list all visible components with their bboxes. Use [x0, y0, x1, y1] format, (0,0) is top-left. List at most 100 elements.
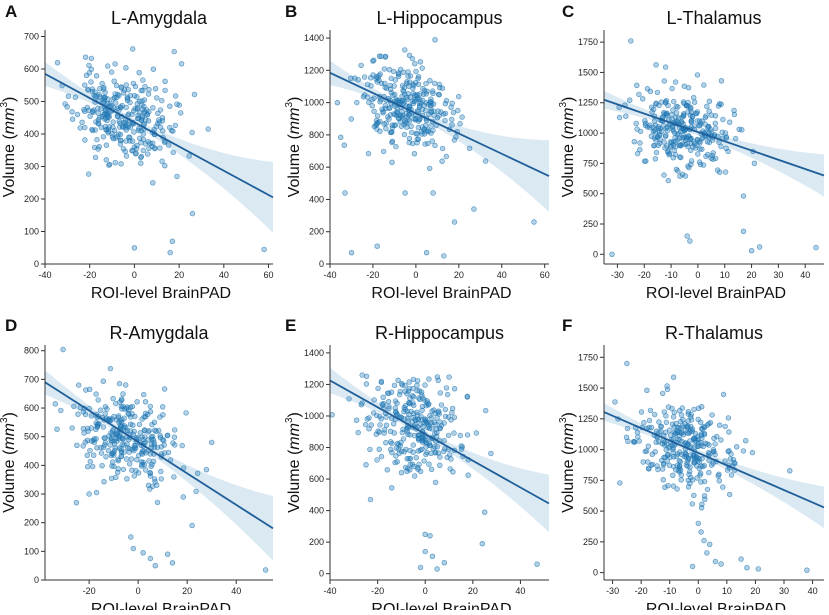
outlier-point	[348, 250, 355, 256]
data-point	[171, 48, 177, 55]
data-point	[399, 382, 405, 388]
data-point	[115, 458, 122, 464]
data-point	[455, 107, 461, 114]
data-point	[406, 135, 413, 142]
y-label-exponent: 3	[284, 102, 295, 108]
data-point	[442, 413, 449, 420]
data-point	[435, 377, 441, 383]
data-point	[118, 403, 125, 410]
data-point	[725, 148, 731, 155]
data-point	[623, 434, 630, 440]
data-point	[388, 389, 395, 395]
x-tick-label: -20	[638, 270, 651, 280]
outlier-point	[740, 228, 747, 235]
data-point	[668, 143, 674, 149]
data-point	[388, 446, 394, 453]
x-tick-label: -20	[371, 586, 384, 596]
data-point	[436, 91, 442, 98]
data-point	[751, 160, 758, 167]
data-point	[112, 61, 118, 67]
data-point	[393, 143, 399, 150]
outlier-point	[471, 206, 477, 212]
data-point	[697, 472, 703, 478]
data-point	[387, 86, 394, 93]
outlier-point	[687, 238, 693, 244]
data-point	[166, 142, 172, 148]
outlier-point	[417, 564, 424, 571]
data-point	[355, 76, 361, 83]
data-point	[378, 53, 384, 59]
data-point	[71, 403, 77, 410]
data-point	[80, 443, 86, 449]
data-point	[414, 140, 420, 146]
outlier-point	[704, 550, 710, 556]
data-point	[84, 452, 91, 458]
data-point	[638, 409, 645, 415]
data-point	[645, 443, 651, 449]
data-point	[726, 119, 733, 125]
data-point	[362, 421, 369, 428]
data-point	[678, 472, 684, 478]
data-point	[116, 118, 123, 125]
data-point	[382, 80, 388, 87]
data-point	[162, 163, 168, 169]
data-point	[131, 473, 138, 479]
data-point	[692, 430, 699, 437]
data-point	[726, 429, 732, 435]
data-point	[648, 462, 654, 468]
data-point	[380, 109, 386, 116]
data-point	[669, 405, 675, 412]
data-point	[681, 100, 687, 107]
panel-f: F R-Thalamus -30 -20 -10 0 10 20 30 40 0 250 500 750 1…	[558, 316, 825, 615]
data-point	[120, 146, 127, 152]
data-point	[682, 137, 689, 144]
data-point	[688, 119, 695, 125]
x-tick-label: 30	[773, 270, 783, 280]
data-point	[670, 374, 677, 380]
data-point	[380, 148, 387, 155]
y-tick-label: 0	[319, 569, 324, 579]
y-tick-label: 200	[309, 227, 324, 237]
panel-letter: B	[285, 2, 297, 21]
data-point	[392, 459, 398, 466]
data-point	[360, 94, 367, 100]
data-point	[718, 437, 724, 443]
data-point	[633, 120, 639, 127]
outlier-point	[205, 126, 211, 132]
data-point	[672, 79, 679, 85]
data-point	[129, 148, 135, 154]
data-point	[641, 158, 648, 164]
data-point	[138, 459, 145, 465]
outlier-point	[422, 548, 428, 555]
y-tick-label: 1250	[578, 414, 598, 424]
data-point	[150, 180, 156, 186]
y-tick-label: 500	[583, 506, 598, 516]
data-point	[653, 439, 659, 445]
y-label-prefix: Volume (	[560, 449, 577, 513]
data-point	[634, 429, 641, 436]
data-point	[682, 173, 689, 179]
data-point	[648, 133, 655, 139]
data-point	[382, 102, 388, 109]
y-tick-label: 700	[24, 374, 39, 384]
outlier-point	[479, 540, 485, 547]
panel-letter: D	[5, 316, 17, 335]
data-point	[410, 85, 416, 91]
data-point	[623, 113, 629, 119]
data-point	[95, 397, 101, 403]
data-point	[377, 98, 383, 105]
data-point	[118, 453, 125, 460]
data-point	[124, 427, 131, 434]
outlier-point	[427, 533, 433, 539]
outlier-point	[169, 238, 176, 245]
x-tick-label: -20	[366, 270, 379, 280]
data-point	[124, 404, 130, 410]
data-point	[364, 81, 371, 88]
data-point	[706, 469, 712, 476]
x-axis-label: ROI-level BrainPAD	[91, 601, 231, 610]
data-point	[79, 119, 85, 126]
data-point	[120, 119, 127, 126]
y-axis-label: Volume (mm3)	[284, 97, 303, 198]
data-point	[389, 138, 396, 145]
data-point	[697, 146, 703, 152]
